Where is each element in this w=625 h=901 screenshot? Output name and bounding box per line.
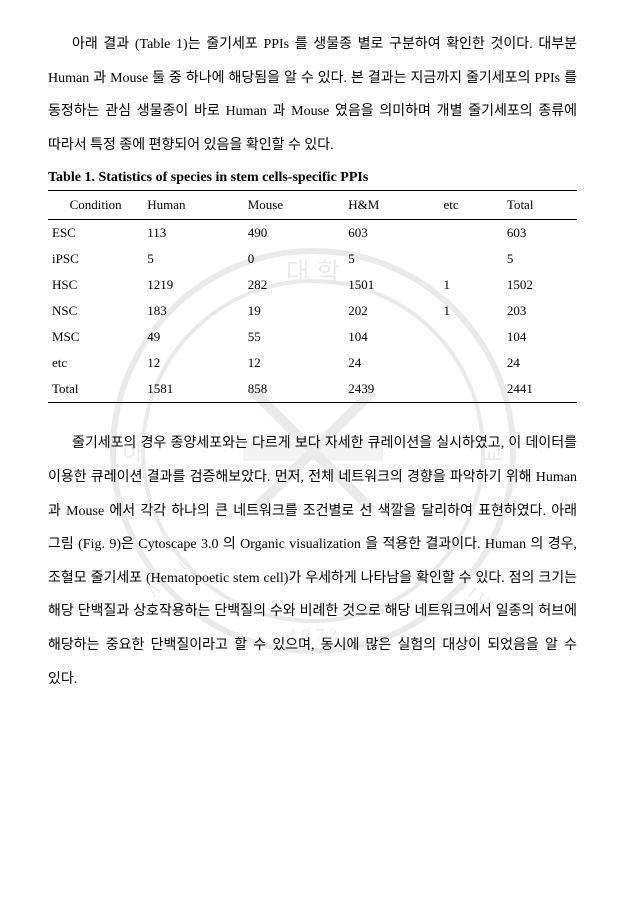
table-row: MSC 49 55 104 104 [48, 324, 577, 350]
cell: 1 [439, 272, 502, 298]
th-condition: Condition [48, 191, 143, 220]
cell: 2441 [503, 376, 577, 403]
table-row: iPSC 5 0 5 5 [48, 246, 577, 272]
table-row-total: Total 1581 858 2439 2441 [48, 376, 577, 403]
table-row: NSC 183 19 202 1 203 [48, 298, 577, 324]
cell: 1502 [503, 272, 577, 298]
cell: 1 [439, 298, 502, 324]
cell: 19 [244, 298, 345, 324]
table-caption: Table 1. Statistics of species in stem c… [48, 170, 577, 186]
cell: 12 [244, 350, 345, 376]
table-row: ESC 113 490 603 603 [48, 220, 577, 247]
cell [439, 220, 502, 247]
cell [439, 376, 502, 403]
cell: 55 [244, 324, 345, 350]
cell: 104 [503, 324, 577, 350]
cell: 282 [244, 272, 345, 298]
cell: 203 [503, 298, 577, 324]
cell: 5 [503, 246, 577, 272]
th-hm: H&M [344, 191, 439, 220]
cell: 603 [344, 220, 439, 247]
cell: iPSC [48, 246, 143, 272]
th-human: Human [143, 191, 244, 220]
cell: 12 [143, 350, 244, 376]
cell: 490 [244, 220, 345, 247]
cell [439, 246, 502, 272]
cell: 858 [244, 376, 345, 403]
cell [439, 350, 502, 376]
cell: 1581 [143, 376, 244, 403]
cell: MSC [48, 324, 143, 350]
cell: 1501 [344, 272, 439, 298]
th-total: Total [503, 191, 577, 220]
paragraph-1: 아래 결과 (Table 1)는 줄기세포 PPIs 를 생물종 별로 구분하여… [48, 28, 577, 162]
th-mouse: Mouse [244, 191, 345, 220]
paragraph-2: 줄기세포의 경우 종양세포와는 다르게 보다 자세한 큐레이션을 실시하였고, … [48, 427, 577, 696]
cell: 5 [143, 246, 244, 272]
cell: 603 [503, 220, 577, 247]
cell: Total [48, 376, 143, 403]
cell: 1219 [143, 272, 244, 298]
cell: 113 [143, 220, 244, 247]
cell: 183 [143, 298, 244, 324]
cell [439, 324, 502, 350]
cell: 49 [143, 324, 244, 350]
cell: ESC [48, 220, 143, 247]
cell: 5 [344, 246, 439, 272]
cell: HSC [48, 272, 143, 298]
table-header-row: Condition Human Mouse H&M etc Total [48, 191, 577, 220]
table-row: etc 12 12 24 24 [48, 350, 577, 376]
table-row: HSC 1219 282 1501 1 1502 [48, 272, 577, 298]
cell: etc [48, 350, 143, 376]
cell: 24 [344, 350, 439, 376]
cell: 2439 [344, 376, 439, 403]
cell: 0 [244, 246, 345, 272]
th-etc: etc [439, 191, 502, 220]
cell: 202 [344, 298, 439, 324]
stats-table: Condition Human Mouse H&M etc Total ESC … [48, 190, 577, 403]
cell: NSC [48, 298, 143, 324]
cell: 24 [503, 350, 577, 376]
cell: 104 [344, 324, 439, 350]
